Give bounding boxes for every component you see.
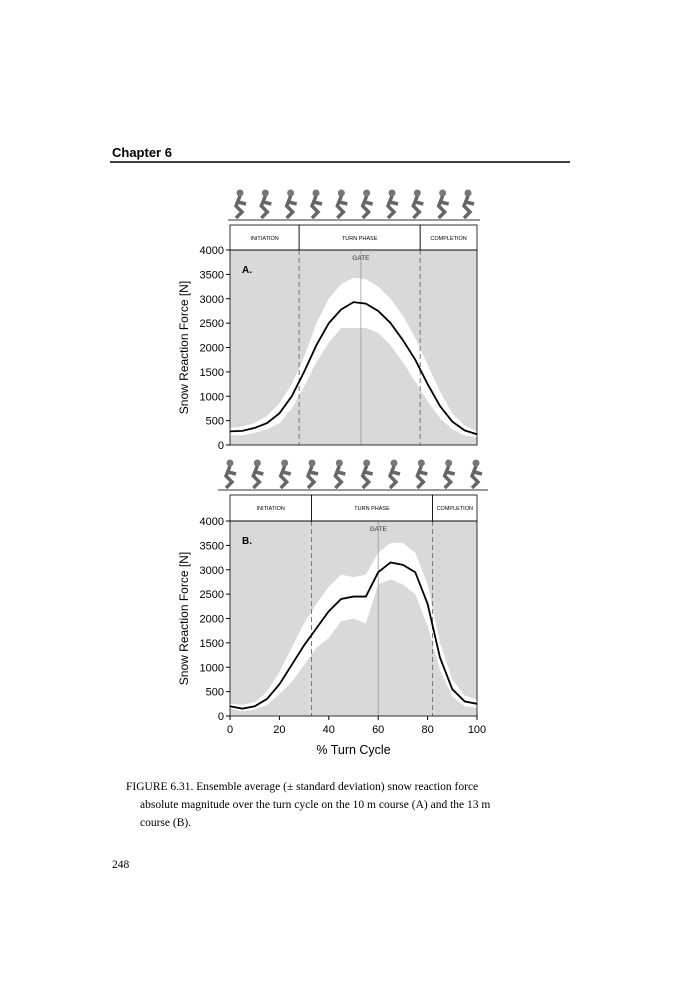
page-number: 248 (112, 859, 130, 871)
y-tick-label: 500 (206, 416, 224, 428)
skier-head (388, 189, 396, 197)
skier-head (363, 189, 371, 197)
skier-body (442, 465, 456, 490)
skier-body (223, 465, 237, 490)
y-tick-label: 2000 (200, 614, 224, 626)
y-tick-label: 500 (206, 687, 224, 699)
skier-body (360, 465, 374, 490)
phase-label: INITIATION (257, 506, 285, 512)
phase-label: COMPLETION (430, 236, 466, 242)
y-tick-label: 4000 (200, 245, 224, 257)
skier-head (261, 189, 269, 197)
skier-body (360, 195, 374, 220)
phase-box (419, 224, 478, 251)
caption-line: FIGURE 6.31. Ensemble average (± standar… (126, 781, 478, 793)
y-tick-label: 0 (218, 440, 224, 452)
y-tick-label: 1000 (200, 391, 224, 403)
skier-head (335, 459, 343, 467)
skier-body (461, 195, 475, 220)
phase-label: COMPLETION (437, 506, 473, 512)
skier-body (233, 195, 247, 220)
skier-body (284, 195, 298, 220)
y-tick-label: 1500 (200, 638, 224, 650)
y-tick-label: 1500 (200, 367, 224, 379)
chapter-heading: Chapter 6 (112, 145, 172, 160)
skier-figures (218, 189, 488, 491)
y-axis-label: Snow Reaction Force [N] (177, 552, 191, 685)
skier-body (415, 465, 428, 490)
x-tick-label: 80 (421, 724, 433, 736)
skier-body (305, 465, 319, 490)
y-tick-label: 3000 (200, 294, 224, 306)
skier-head (337, 189, 345, 197)
phase-label: TURN PHASE (354, 506, 390, 512)
y-axis-label: Snow Reaction Force [N] (177, 281, 191, 414)
y-tick-label: 3500 (200, 540, 224, 552)
phase-box (229, 494, 312, 522)
skier-head (287, 189, 295, 197)
mean-line (229, 561, 478, 710)
skier-head (281, 459, 289, 467)
x-tick-label: 20 (273, 724, 285, 736)
y-tick-label: 0 (218, 711, 224, 723)
phase-label: INITIATION (250, 236, 278, 242)
skier-head (226, 459, 234, 467)
gate-label: GATE (370, 526, 388, 533)
x-tick-label: 0 (227, 724, 233, 736)
phase-box (432, 494, 478, 522)
skier-head (464, 189, 472, 197)
caption-line: course (B). (140, 817, 191, 829)
skier-body (385, 195, 399, 220)
skier-body (469, 465, 483, 490)
mean-line (229, 301, 478, 436)
phase-box (298, 224, 421, 251)
skier-head (390, 459, 398, 467)
sd-band (230, 542, 477, 712)
skier-head (417, 459, 425, 467)
skier-head (472, 459, 480, 467)
y-tick-label: 3500 (200, 269, 224, 281)
x-tick-label: 100 (468, 724, 486, 736)
y-tick-label: 3000 (200, 565, 224, 577)
x-tick-label: 60 (372, 724, 384, 736)
skier-body (259, 195, 272, 220)
skier-body (411, 195, 424, 220)
skier-head (312, 189, 320, 197)
skier-body (278, 465, 292, 490)
skier-body (335, 195, 348, 220)
skier-head (253, 459, 261, 467)
phase-box (229, 224, 300, 251)
x-tick-label: 40 (323, 724, 335, 736)
skier-head (439, 189, 447, 197)
y-tick-label: 4000 (200, 516, 224, 528)
skier-head (236, 189, 244, 197)
skier-body (309, 195, 323, 220)
skier-head (445, 459, 453, 467)
skier-body (333, 465, 346, 490)
caption-line: absolute magnitude over the turn cycle o… (140, 799, 490, 811)
skier-body (387, 465, 401, 490)
skier-body (436, 195, 450, 220)
skier-head (308, 459, 316, 467)
phase-label: TURN PHASE (342, 236, 378, 242)
y-tick-label: 2500 (200, 589, 224, 601)
skier-body (251, 465, 264, 490)
y-tick-label: 1000 (200, 662, 224, 674)
gate-label: GATE (352, 255, 370, 262)
y-tick-label: 2500 (200, 318, 224, 330)
y-tick-label: 2000 (200, 343, 224, 355)
skier-head (413, 189, 421, 197)
skier-head (363, 459, 371, 467)
x-axis-label: % Turn Cycle (316, 743, 390, 757)
panel-label: A. (242, 265, 252, 276)
panel-label: B. (242, 536, 252, 547)
